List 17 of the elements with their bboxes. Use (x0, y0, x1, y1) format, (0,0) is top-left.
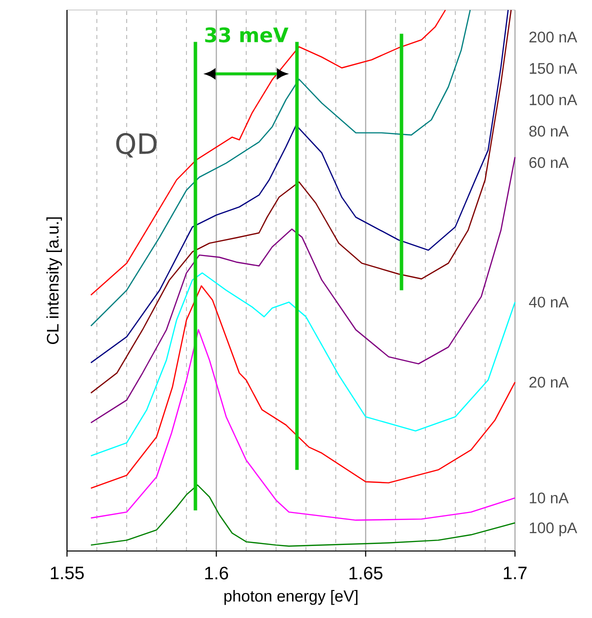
series-label: 60 nA (529, 157, 569, 168)
text: 200 nA (529, 32, 578, 42)
series-label: 20 nA (529, 376, 569, 388)
series-label: 100 pA (530, 522, 578, 536)
x-tick-label: 1.55 (50, 566, 84, 580)
x-tick-label: 1.7 (504, 566, 527, 580)
annotation: 33 meV (205, 27, 288, 42)
text: 100 nA (530, 94, 578, 106)
text: 80 nA (529, 126, 569, 137)
y-axis-title: CL intensity [a.u.] (46, 217, 62, 344)
annotation: QD (116, 133, 157, 158)
text: 150 nA (530, 63, 578, 74)
x-tick-label: 1.6 (205, 566, 228, 580)
x-axis-title: photon energy [eV] (224, 590, 358, 605)
x-tick-label: 1.65 (350, 566, 382, 580)
series-label: 10 nA (530, 492, 569, 504)
series-label: 40 nA (529, 296, 569, 308)
